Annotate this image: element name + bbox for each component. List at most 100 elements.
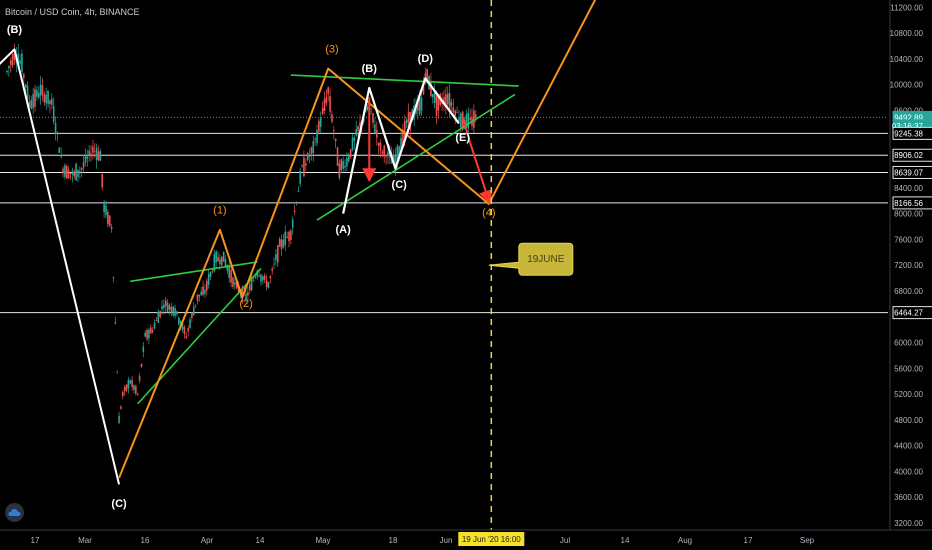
candle-body	[209, 271, 212, 277]
candle-body	[217, 256, 219, 262]
candle-body	[351, 137, 354, 150]
candle-body	[11, 54, 14, 66]
candle-body	[86, 156, 89, 159]
candle-body	[467, 112, 470, 128]
candle-body	[443, 97, 445, 106]
candle-body	[258, 275, 260, 277]
candle-body	[92, 146, 94, 153]
candle-body	[69, 173, 72, 174]
candle-body	[196, 294, 199, 302]
candle-body	[269, 276, 272, 279]
x-tick-label: 14	[621, 536, 630, 545]
candle-body	[52, 105, 55, 122]
candle-body	[273, 263, 275, 265]
candle-body	[372, 113, 374, 123]
y-tick-label: 3200.00	[894, 519, 923, 528]
candle-body	[82, 162, 85, 168]
candle-body	[271, 268, 273, 271]
wave-label: (C)	[392, 179, 408, 191]
candle-body	[144, 332, 146, 337]
candle-body	[374, 124, 376, 134]
candle-body	[385, 156, 387, 158]
candle-body	[263, 275, 266, 280]
candle-body	[19, 60, 21, 64]
candle-body	[118, 415, 120, 424]
candle-body	[305, 163, 307, 166]
wave-label: (4)	[482, 207, 495, 219]
y-tick-label: 4400.00	[894, 442, 923, 451]
candle-body	[473, 110, 475, 128]
candle-body	[303, 157, 305, 177]
candle-body	[99, 151, 102, 161]
candle-body	[226, 264, 229, 271]
candle-body	[308, 155, 311, 157]
candle-body	[387, 151, 389, 157]
candle-body	[252, 280, 255, 282]
candle-body	[344, 165, 346, 168]
candle-body	[146, 329, 148, 340]
candle-body	[202, 286, 204, 295]
green-trend-line	[290, 74, 519, 87]
candle-body	[39, 84, 42, 96]
candle-body	[275, 254, 277, 261]
candle-body	[211, 271, 214, 272]
candle-body	[30, 99, 33, 109]
candle-body	[454, 110, 456, 117]
candle-body	[121, 391, 124, 397]
red-arrow	[469, 142, 493, 205]
candle-body	[426, 69, 428, 80]
candle-body	[237, 286, 240, 293]
y-tick-label: 10800.00	[890, 29, 924, 38]
candle-body	[284, 231, 287, 246]
tradingview-logo[interactable]	[5, 503, 24, 522]
candle-body	[291, 219, 294, 229]
x-tick-label: 17	[744, 536, 753, 545]
candle-body	[54, 122, 57, 135]
candle-body	[153, 322, 156, 329]
candle-body	[95, 147, 98, 161]
candle-body	[280, 239, 283, 250]
candle-body	[448, 93, 451, 111]
candle-body	[108, 215, 111, 226]
candle-body	[149, 327, 152, 334]
candle-body	[166, 302, 169, 313]
candle-body	[353, 137, 356, 142]
y-tick-label: 5600.00	[894, 364, 923, 373]
candle-body	[288, 231, 290, 242]
candle-body	[155, 319, 158, 321]
candle-body	[460, 113, 462, 128]
candle-body	[101, 173, 104, 188]
callout-bubble	[488, 242, 574, 276]
candle-body	[245, 294, 247, 300]
candle-body	[204, 289, 206, 294]
candle-body	[114, 322, 117, 324]
candle-body	[340, 159, 343, 171]
x-tick-label: Aug	[678, 536, 692, 545]
candle-body	[198, 294, 201, 297]
x-tick-label: Jul	[560, 536, 570, 545]
x-tick-label: Apr	[201, 536, 214, 545]
candle-body	[230, 269, 232, 283]
candle-body	[400, 137, 402, 152]
candle-body	[32, 94, 34, 109]
wave-label: (A)	[336, 224, 352, 236]
candle-body	[103, 201, 105, 213]
candle-body	[172, 306, 175, 316]
candle-body	[84, 156, 87, 163]
white-wave-path	[0, 48, 121, 485]
candle-body	[41, 85, 44, 96]
candle-body	[13, 49, 16, 60]
wave-label: (B)	[7, 24, 23, 36]
candle-body	[465, 114, 468, 130]
candle-body	[138, 376, 141, 381]
y-tick-label: 4000.00	[894, 467, 923, 476]
wave-label: (2)	[239, 298, 252, 310]
candle-body	[392, 155, 395, 162]
candle-body	[318, 120, 320, 132]
candle-body	[306, 153, 309, 161]
y-tick-label: 11200.00	[890, 3, 923, 12]
candle-body	[435, 95, 438, 116]
candle-body	[194, 304, 197, 306]
candle-body	[191, 313, 193, 318]
